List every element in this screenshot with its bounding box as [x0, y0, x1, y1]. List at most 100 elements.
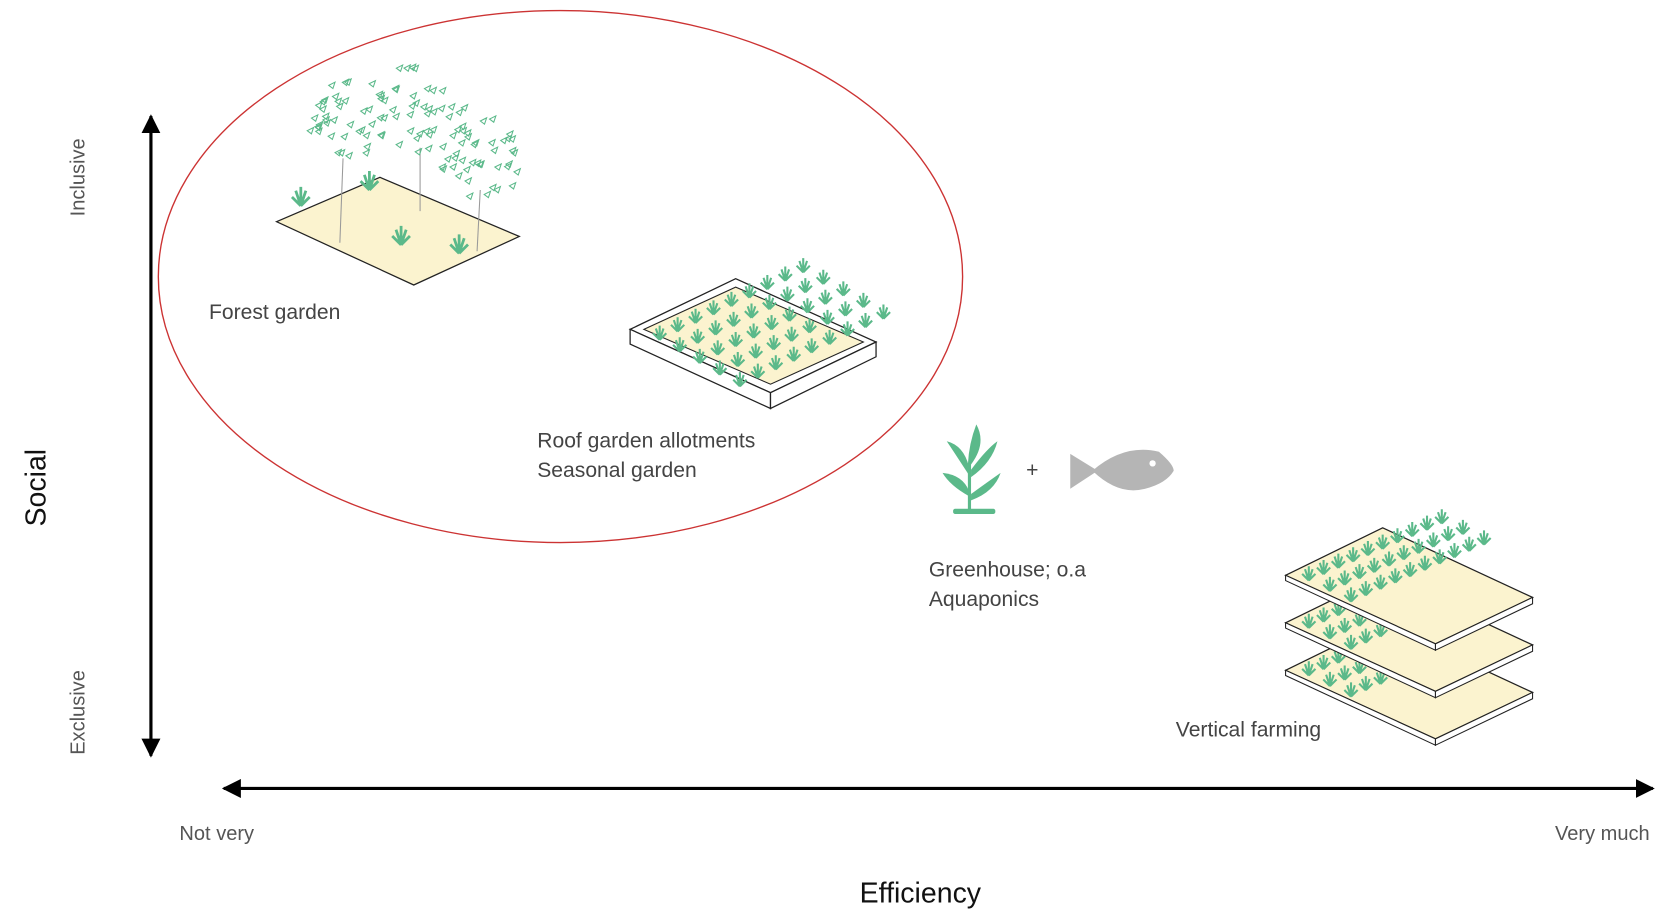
- leaf: [365, 105, 374, 114]
- leaf: [334, 148, 343, 157]
- grass: [1345, 547, 1361, 563]
- leaf: [443, 154, 453, 163]
- leaf: [377, 131, 386, 140]
- grass: [744, 303, 759, 319]
- leaf: [310, 113, 319, 123]
- grass: [768, 355, 784, 371]
- grass: [708, 320, 724, 336]
- leaf: [388, 105, 398, 114]
- grass: [802, 318, 817, 334]
- grass: [822, 329, 837, 345]
- leaf: [319, 97, 328, 106]
- grass: [1316, 559, 1331, 575]
- grass: [1373, 574, 1388, 590]
- grass: [1330, 601, 1346, 617]
- leaf: [513, 167, 522, 176]
- grass: [1381, 551, 1397, 567]
- leaf: [458, 156, 467, 165]
- leaf: [429, 125, 438, 134]
- leaf: [327, 81, 336, 90]
- leaf: [344, 151, 354, 160]
- grass: [876, 304, 891, 320]
- leaf: [423, 84, 432, 93]
- grass: [652, 325, 668, 341]
- grass: [800, 298, 815, 314]
- grass: [1343, 587, 1359, 603]
- grass: [688, 308, 703, 324]
- grass: [815, 269, 831, 285]
- leaf: [464, 176, 473, 186]
- joiner: +: [1026, 459, 1038, 482]
- leaf: [425, 130, 434, 139]
- grass: [840, 321, 855, 337]
- forest-garden-icon: [274, 63, 522, 286]
- grass: [784, 326, 800, 342]
- leaf: [455, 108, 464, 117]
- grass: [742, 283, 757, 299]
- grass: [838, 301, 853, 317]
- leaf: [454, 171, 463, 180]
- grass: [670, 317, 686, 333]
- y-axis-label: Social: [21, 449, 53, 527]
- grass: [290, 186, 311, 207]
- leaf: [508, 181, 517, 190]
- grass: [835, 281, 851, 297]
- grass: [766, 335, 782, 351]
- leaf: [362, 131, 371, 140]
- grass: [1343, 634, 1359, 650]
- leaf: [463, 132, 473, 141]
- grass: [759, 274, 775, 290]
- grass: [1387, 568, 1403, 584]
- grass: [1373, 669, 1388, 685]
- grass: [1301, 613, 1317, 629]
- leaf: [490, 146, 499, 155]
- fish-icon: [1070, 449, 1174, 491]
- grass: [706, 300, 721, 316]
- leaf: [408, 101, 417, 111]
- leaf: [499, 136, 508, 145]
- grass: [1434, 509, 1450, 525]
- x-max-label: Very much: [1555, 823, 1650, 845]
- roof-garden-icon: [628, 258, 891, 410]
- grass: [1432, 549, 1448, 565]
- leaf: [453, 125, 463, 134]
- grass: [748, 343, 764, 359]
- grass: [1455, 519, 1471, 535]
- leaf: [359, 106, 368, 116]
- grass: [764, 315, 779, 331]
- leaf: [321, 115, 331, 124]
- leaf: [462, 165, 472, 174]
- item-label: Vertical farming: [1176, 719, 1321, 742]
- grass: [750, 363, 766, 379]
- leaf: [471, 138, 480, 147]
- leaf: [488, 183, 497, 192]
- leaf: [415, 129, 425, 138]
- leaf: [355, 126, 364, 136]
- grass: [1337, 665, 1353, 681]
- grass: [1447, 543, 1462, 559]
- item-label: Aquaponics: [929, 588, 1039, 611]
- grass: [1396, 545, 1412, 561]
- leaf: [367, 119, 377, 129]
- grass: [1366, 557, 1382, 573]
- grass: [692, 348, 708, 364]
- leaf: [447, 102, 456, 111]
- leaf: [395, 63, 404, 73]
- leaf: [448, 131, 458, 140]
- leaf: [380, 96, 389, 105]
- leaf: [391, 84, 400, 93]
- leaf: [341, 78, 350, 87]
- grass: [1358, 628, 1374, 644]
- grass: [726, 311, 741, 327]
- grass: [359, 171, 380, 192]
- leaf: [470, 140, 479, 149]
- item-label: Forest garden: [209, 301, 340, 324]
- grass: [710, 340, 726, 356]
- leaf: [437, 104, 446, 113]
- leaf: [368, 79, 377, 88]
- tray-edge: [1434, 596, 1534, 652]
- leaf: [327, 131, 336, 141]
- leaf: [419, 102, 429, 111]
- leaf: [320, 95, 329, 105]
- leaf: [334, 97, 343, 106]
